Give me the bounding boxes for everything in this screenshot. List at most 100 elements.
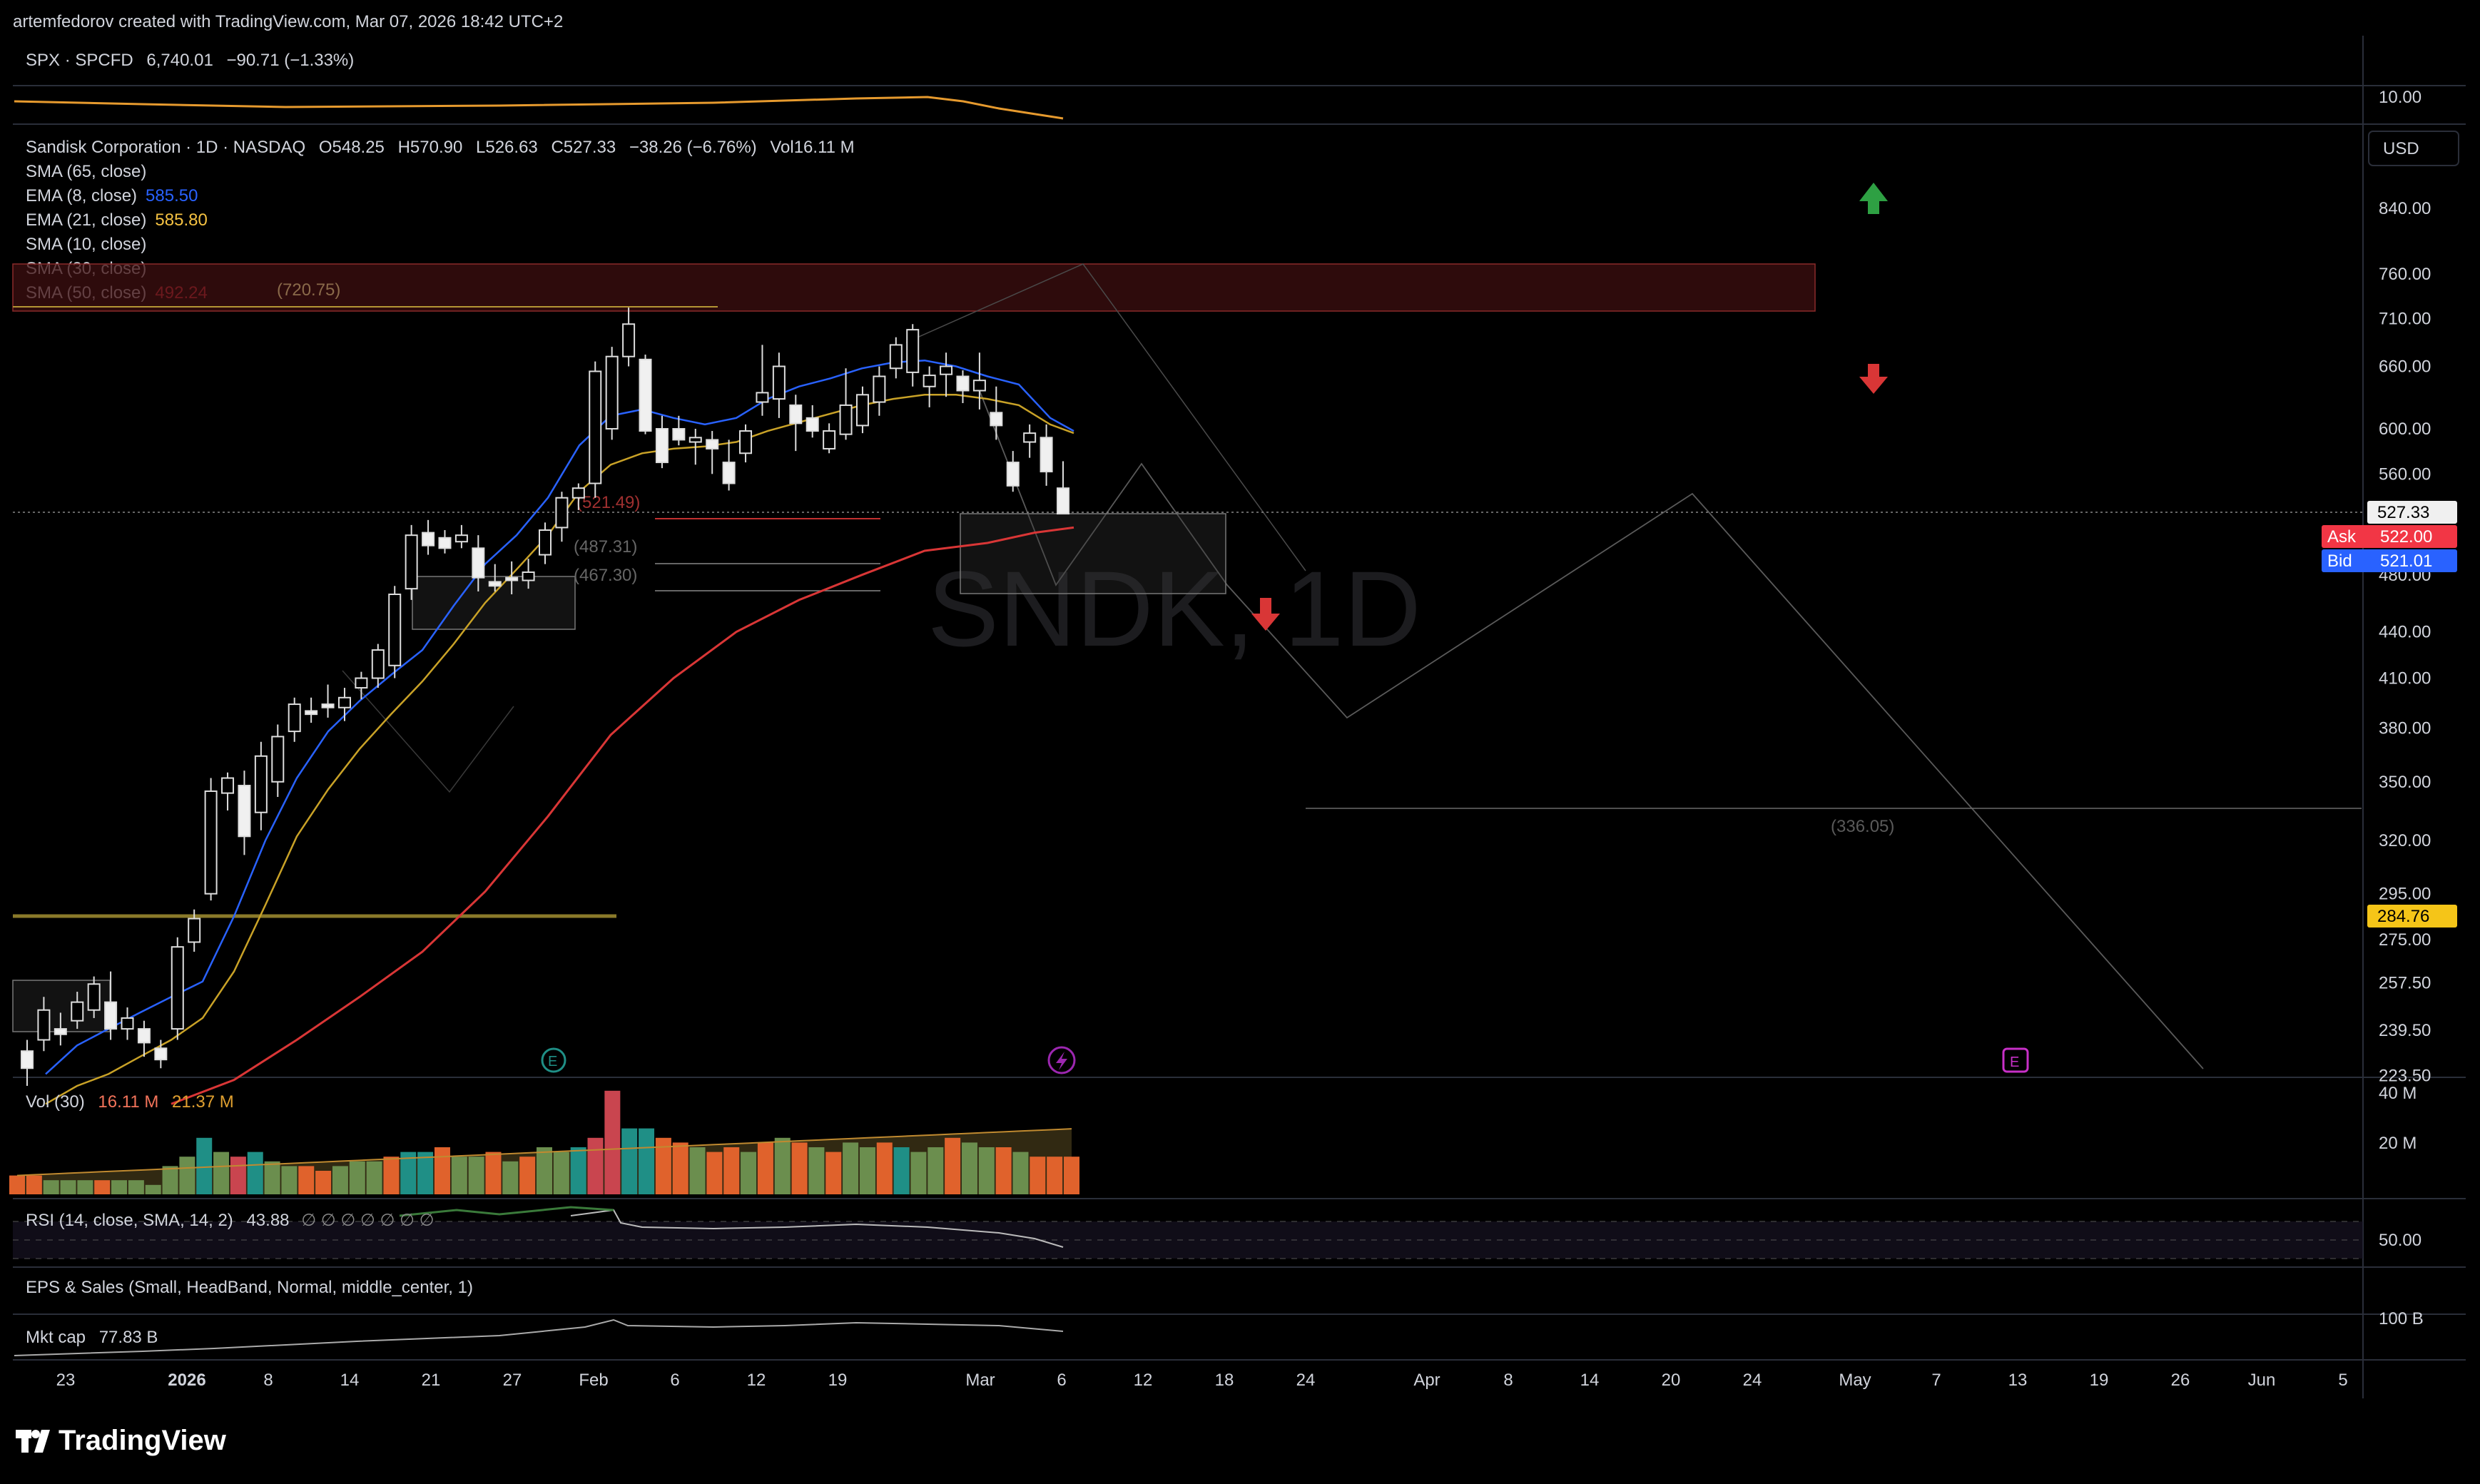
candle-body [990,412,1003,427]
volume-bar [196,1137,213,1194]
candle [171,937,184,1040]
candle [271,724,285,797]
time-axis-label: 27 [503,1371,522,1390]
price-axis-label: 760.00 [2379,265,2431,284]
volume-bar [332,1166,348,1194]
down-arrow-icon[interactable] [1859,364,1888,394]
resistance-zone[interactable] [12,263,1816,312]
time-axis-label: 13 [2008,1371,2028,1390]
volume-bar [485,1152,502,1194]
volume-bar [639,1128,655,1194]
volume-bar [961,1142,977,1194]
ask-label: Ask [2327,527,2357,547]
mktcap-line [14,1318,1064,1356]
candle-body [539,529,552,556]
indicator-value: 585.50 [146,186,198,205]
volume-bar [519,1157,536,1194]
earnings-icon[interactable]: E [541,1047,566,1073]
volume-bar [774,1137,791,1194]
price-axis-label: 239.50 [2379,1021,2431,1040]
indicator-label: SMA (10, close) [26,235,146,254]
up-arrow-icon[interactable] [1859,183,1888,214]
volume-legend[interactable]: Vol (30) 16.11 M 21.37 M [26,1092,234,1112]
price-axis-label: 840.00 [2379,199,2431,218]
candle-body [71,1001,84,1022]
mktcap-axis-label: 100 B [2379,1309,2424,1328]
candle [472,535,485,592]
news-flash-icon[interactable] [1047,1046,1076,1074]
volume-bar [264,1161,280,1194]
indicator-legend-item[interactable]: SMA (65, close) [26,162,146,181]
mktcap-legend[interactable]: Mkt cap 77.83 B [26,1328,158,1347]
candle [639,354,652,434]
volume-bar [349,1161,365,1194]
rsi-label: RSI (14, close, SMA, 14, 2) [26,1211,233,1230]
volume-bar [843,1142,859,1194]
candle-body [906,329,920,373]
eps-legend[interactable]: EPS & Sales (Small, HeadBand, Normal, mi… [26,1278,473,1297]
candle-body [188,918,201,943]
indicator-legend-item[interactable]: EMA (21, close) 585.80 [26,210,208,230]
change-value: −38.26 (−6.76%) [629,138,757,157]
volume-bar [400,1152,417,1194]
time-axis-label: 6 [670,1371,679,1390]
candle [204,778,218,901]
last-price-badge [2367,501,2457,524]
candle-body [1006,462,1020,487]
volume-bar [995,1147,1012,1194]
instrument-legend[interactable]: Sandisk Corporation · 1D · NASDAQ O548.2… [26,138,855,157]
candle [355,671,368,700]
candle-body [337,696,351,708]
candle [889,337,903,379]
candle-body [305,710,318,716]
volume-bar [1012,1152,1029,1194]
candle [990,386,1003,440]
volume-bar [757,1142,773,1194]
candle-body [555,497,569,529]
price-axis-label: 275.00 [2379,930,2431,950]
candle [37,997,51,1052]
volume-bar [741,1152,757,1194]
time-axis-label: 14 [1580,1371,1600,1390]
time-axis-label: 8 [263,1371,273,1390]
candle-body [472,547,485,579]
candle-body [956,375,970,392]
indicator-legend-item[interactable]: SMA (10, close) [26,235,146,254]
candle [972,352,986,410]
candle-body [605,355,619,430]
sma50-line [171,526,1074,1105]
volume-bar [859,1147,875,1194]
volume-bar [910,1152,927,1194]
candle [622,308,636,367]
candle [254,741,268,830]
volume-bar [553,1152,569,1194]
candle-body [37,1009,51,1041]
price-axis-label: 440.00 [2379,623,2431,642]
volume-value-2: 21.37 M [172,1092,234,1112]
candle [739,424,753,463]
time-axis[interactable]: 23 2026 8 14 21 27 Feb 6 12 19 Mar 6 12 18 24 Apr 8 14 20 2… [56,1371,2348,1390]
price-axis-label: 320.00 [2379,831,2431,850]
spx-legend[interactable]: SPX · SPCFD 6,740.01 −90.71 (−1.33%) [26,51,354,70]
earnings-icon[interactable]: E [2002,1047,2029,1073]
volume-axis-top: 40 M [2379,1084,2417,1103]
currency-label: USD [2383,139,2419,158]
demand-box[interactable] [960,513,1226,594]
candle [321,684,335,718]
currency-button[interactable] [2368,131,2459,166]
time-axis-label: 6 [1057,1371,1066,1390]
candle-body [121,1017,134,1030]
bid-label: Bid [2327,552,2352,571]
indicator-label: EMA (21, close) [26,210,146,230]
price-axis-label: 223.50 [2379,1067,2431,1086]
indicator-legend-item[interactable]: EMA (8, close) 585.50 [26,186,198,205]
mktcap-label: Mkt cap [26,1328,86,1347]
rsi-legend[interactable]: RSI (14, close, SMA, 14, 2) 43.88 ∅ ∅ ∅ … [26,1211,434,1230]
candle [21,1040,34,1086]
close-value: 527.33 [564,138,616,157]
price-axis-label: 295.00 [2379,885,2431,904]
indicator-label: SMA (65, close) [26,162,146,181]
volume-bar [179,1157,195,1194]
down-arrow-icon[interactable] [1251,598,1280,631]
